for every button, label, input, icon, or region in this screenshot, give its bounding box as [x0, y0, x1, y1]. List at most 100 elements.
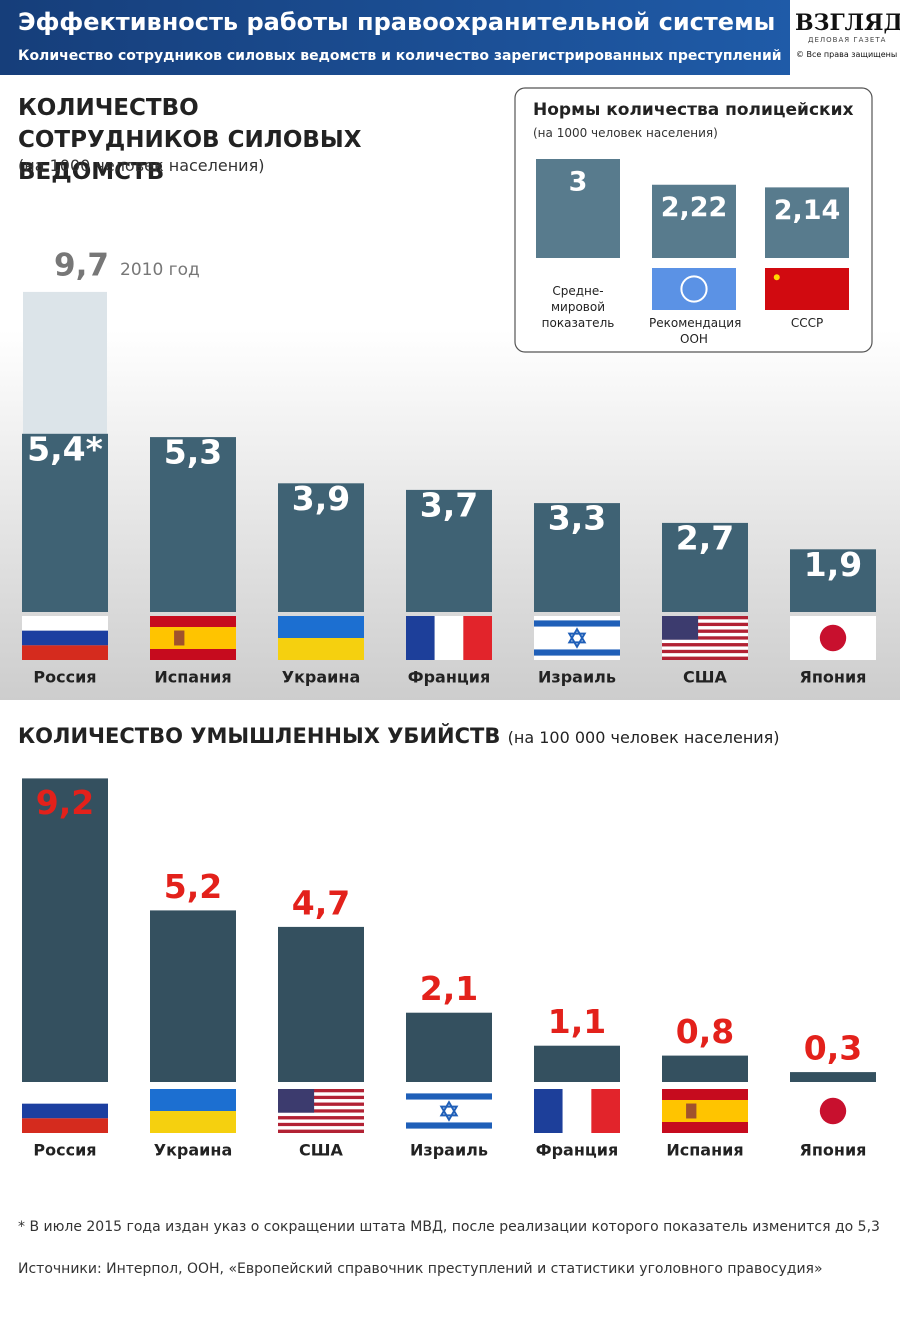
flag: [22, 1089, 108, 1133]
flag-part: [278, 1119, 364, 1123]
value-label: 2,22: [661, 192, 728, 223]
flag-part: [662, 629, 748, 633]
flag-part: [406, 1122, 492, 1129]
flag: [22, 616, 108, 660]
value-label: 3,7: [420, 485, 478, 524]
chart-subtitle: (на 100 000 человек населения): [507, 728, 780, 747]
flag-part: [463, 616, 492, 660]
flag-part: [434, 616, 464, 660]
flag: [652, 268, 736, 310]
flag-part: [680, 275, 708, 303]
x-tick-label: Россия: [33, 1141, 96, 1160]
value-label: 5,4*: [27, 429, 103, 468]
logo: ВЗГЛЯД: [795, 10, 900, 36]
flag-part: [150, 1111, 236, 1133]
chart-title: КОЛИЧЕСТВО СОТРУДНИКОВ СИЛОВЫХ ВЕДОМСТВ: [18, 95, 362, 185]
bar: [662, 1055, 748, 1082]
bar: [22, 433, 108, 612]
flag: [278, 616, 364, 660]
flag-part: [662, 626, 748, 630]
chart-subtitle: (на 1000 человек населения): [18, 156, 265, 175]
bar: [662, 522, 748, 612]
flag-part: [278, 1116, 364, 1120]
page-subtitle: Количество сотрудников силовых ведомств …: [18, 48, 782, 64]
flag-part: [278, 1126, 364, 1130]
flag: [150, 616, 236, 660]
flag-part: [662, 653, 748, 657]
flag-part: [591, 1089, 620, 1133]
value-label: 2,1: [420, 969, 478, 1008]
flag-part: [662, 616, 748, 620]
flag-part: [819, 1097, 847, 1125]
flag: [406, 616, 492, 660]
x-tick-label: Украина: [154, 1141, 233, 1160]
flag: [534, 616, 620, 660]
norms-title: Нормы количества полицейских: [533, 100, 854, 120]
rights: © Все права защищены: [796, 50, 898, 59]
flag-part: [562, 1089, 592, 1133]
flag-part: [773, 274, 780, 281]
flag-part: [652, 268, 736, 310]
flag-part: [278, 1092, 364, 1096]
bar: [406, 489, 492, 612]
value-label: 3,3: [548, 499, 606, 538]
x-tick-label: Испания: [666, 1141, 743, 1160]
footnote: * В июле 2015 года издан указ о сокращен…: [18, 1219, 880, 1235]
bar: [536, 159, 620, 258]
previous-value-label: 9,7: [54, 247, 109, 283]
x-tick-label: Украина: [282, 668, 361, 687]
flag-part: [174, 630, 185, 646]
flag-part: [534, 620, 620, 627]
flag-part: [567, 627, 587, 649]
value-label: 2,14: [774, 195, 841, 226]
flag-part: [22, 1089, 108, 1104]
bar: [150, 910, 236, 1082]
bar: [652, 184, 736, 258]
value-label: 3: [569, 167, 588, 198]
bar: [22, 778, 108, 1082]
flag-part: [278, 638, 364, 660]
flag-part: [662, 622, 748, 627]
header-band: [0, 0, 790, 75]
flag-part: [278, 1095, 364, 1100]
bar: [790, 549, 876, 612]
flag-part: [22, 1103, 108, 1119]
logo-subtitle: ДЕЛОВАЯ ГАЗЕТА: [808, 36, 887, 44]
x-tick-label: Франция: [408, 668, 491, 687]
flag-part: [662, 643, 748, 647]
chart-title-text: КОЛИЧЕСТВО УМЫШЛЕННЫХ УБИЙСТВ: [18, 724, 501, 748]
bar: [278, 483, 364, 612]
x-tick-label: Израиль: [410, 1141, 488, 1160]
value-label: 5,3: [164, 433, 222, 472]
flag-part: [534, 1089, 563, 1133]
value-label: 3,9: [292, 479, 350, 518]
flag-part: [22, 630, 108, 646]
value-label: 0,8: [676, 1012, 734, 1051]
flag-part: [150, 627, 236, 649]
flag: [406, 1089, 492, 1133]
flag: [662, 1089, 748, 1133]
value-label: 0,3: [804, 1029, 862, 1068]
flag-part: [662, 649, 748, 654]
x-tick-label: Япония: [800, 668, 867, 687]
flag: [765, 268, 849, 310]
flag-part: [278, 1089, 315, 1113]
bar: [534, 503, 620, 612]
flag-part: [662, 639, 748, 644]
value-label: 1,1: [548, 1002, 606, 1041]
flag: [790, 1089, 876, 1133]
flag-part: [662, 1100, 748, 1122]
flag: [278, 1089, 364, 1133]
flag-part: [686, 1103, 697, 1119]
flag-part: [406, 1093, 492, 1100]
flag-part: [278, 1112, 364, 1117]
x-tick-label: СССР: [790, 316, 824, 330]
flag-part: [662, 636, 748, 640]
x-tick-label: Россия: [33, 668, 96, 687]
value-label: 5,2: [164, 867, 222, 906]
flag: [790, 616, 876, 660]
flag-part: [662, 616, 699, 640]
x-tick-label: Япония: [800, 1141, 867, 1160]
